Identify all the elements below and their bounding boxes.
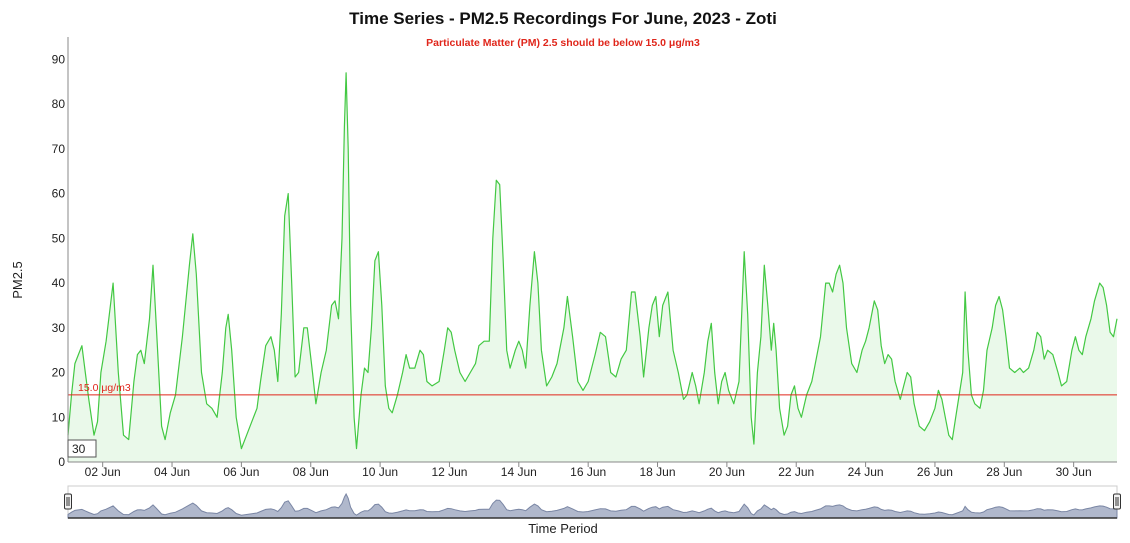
y-tick-label: 10	[52, 410, 66, 424]
y-tick-label: 0	[58, 455, 65, 469]
chart-subtitle: Particulate Matter (PM) 2.5 should be be…	[426, 37, 700, 49]
series-area	[68, 72, 1117, 463]
y-tick-label: 40	[52, 276, 66, 290]
navigator-handle-left[interactable]	[64, 493, 72, 510]
navigator-handle-right[interactable]	[1113, 493, 1121, 510]
y-tick-label: 60	[52, 187, 66, 201]
x-tick-label: 12 Jun	[431, 465, 467, 479]
navigator-series	[67, 492, 1118, 519]
plot-area: 15.0 μg/m3	[67, 72, 1118, 463]
navigator[interactable]	[64, 485, 1121, 519]
range-selector-value: 30	[72, 442, 86, 456]
x-tick-label: 06 Jun	[223, 465, 259, 479]
y-tick-label: 20	[52, 366, 66, 380]
x-tick-label: 30 Jun	[1056, 465, 1092, 479]
axes: 0 10 20 30 40 50 60 70 80 90 02 Jun 04 Jun 06 Jun 08 …	[52, 37, 1117, 479]
y-tick-label: 80	[52, 97, 66, 111]
y-tick-label: 90	[52, 52, 66, 66]
x-tick-label: 16 Jun	[570, 465, 606, 479]
x-tick-label: 28 Jun	[986, 465, 1022, 479]
x-tick-label: 18 Jun	[640, 465, 676, 479]
y-axis-label: PM2.5	[10, 261, 25, 299]
x-tick-label: 04 Jun	[154, 465, 190, 479]
x-tick-label: 08 Jun	[293, 465, 329, 479]
x-tick-label: 02 Jun	[85, 465, 121, 479]
chart-title: Time Series - PM2.5 Recordings For June,…	[349, 9, 777, 28]
x-tick-label: 14 Jun	[501, 465, 537, 479]
x-tick-label: 10 Jun	[362, 465, 398, 479]
series-line	[67, 72, 1118, 450]
y-tick-label: 50	[52, 231, 66, 245]
x-axis-label: Time Period	[528, 521, 598, 536]
threshold-label: 15.0 μg/m3	[78, 382, 131, 394]
y-tick-label: 70	[52, 142, 66, 156]
y-tick-label: 30	[52, 321, 66, 335]
range-selector-box[interactable]: 30	[67, 439, 97, 458]
x-tick-label: 22 Jun	[778, 465, 814, 479]
x-tick-label: 24 Jun	[848, 465, 884, 479]
x-tick-label: 20 Jun	[709, 465, 745, 479]
x-tick-label: 26 Jun	[917, 465, 953, 479]
